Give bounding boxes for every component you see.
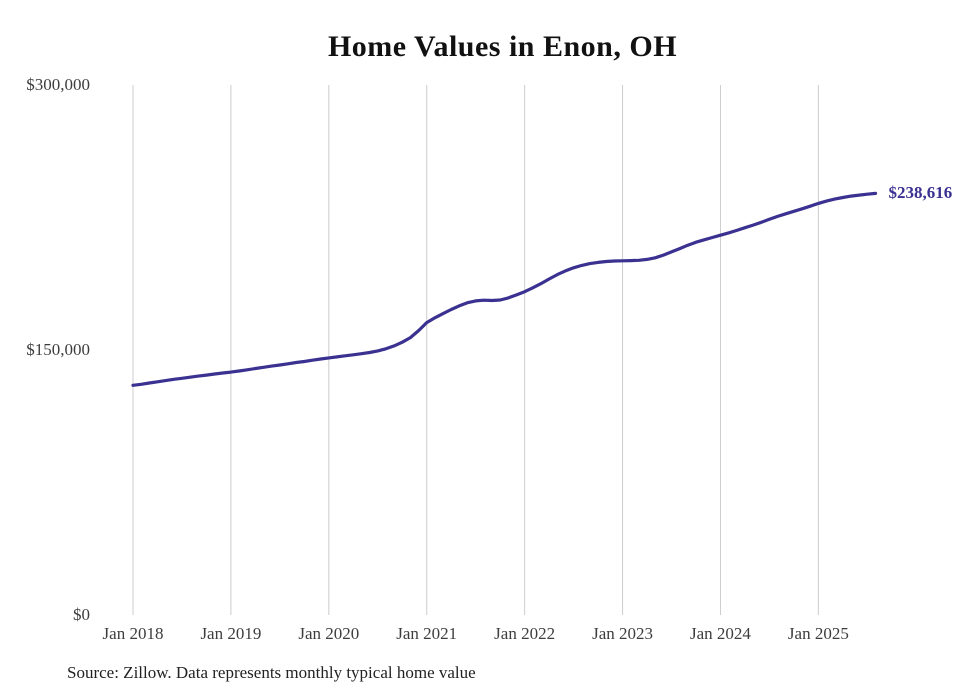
x-tick-label: Jan 2023 <box>592 624 653 643</box>
x-tick-label: Jan 2018 <box>102 624 164 643</box>
y-tick-label: $0 <box>73 605 90 624</box>
x-tick-label: Jan 2025 <box>787 624 849 643</box>
x-tick-label: Jan 2020 <box>298 624 360 643</box>
x-tick-label: Jan 2021 <box>396 624 458 643</box>
x-tick-label: Jan 2024 <box>690 624 751 643</box>
source-note: Source: Zillow. Data represents monthly … <box>67 663 476 682</box>
chart-title: Home Values in Enon, OH <box>327 30 678 63</box>
trend-line <box>131 191 878 387</box>
y-tick-label: $150,000 <box>26 340 90 359</box>
x-tick-label: Jan 2019 <box>200 624 262 643</box>
y-tick-label: $300,000 <box>26 75 90 94</box>
end-value-label: $238,616 <box>888 183 953 203</box>
x-tick-label: Jan 2022 <box>494 624 556 643</box>
